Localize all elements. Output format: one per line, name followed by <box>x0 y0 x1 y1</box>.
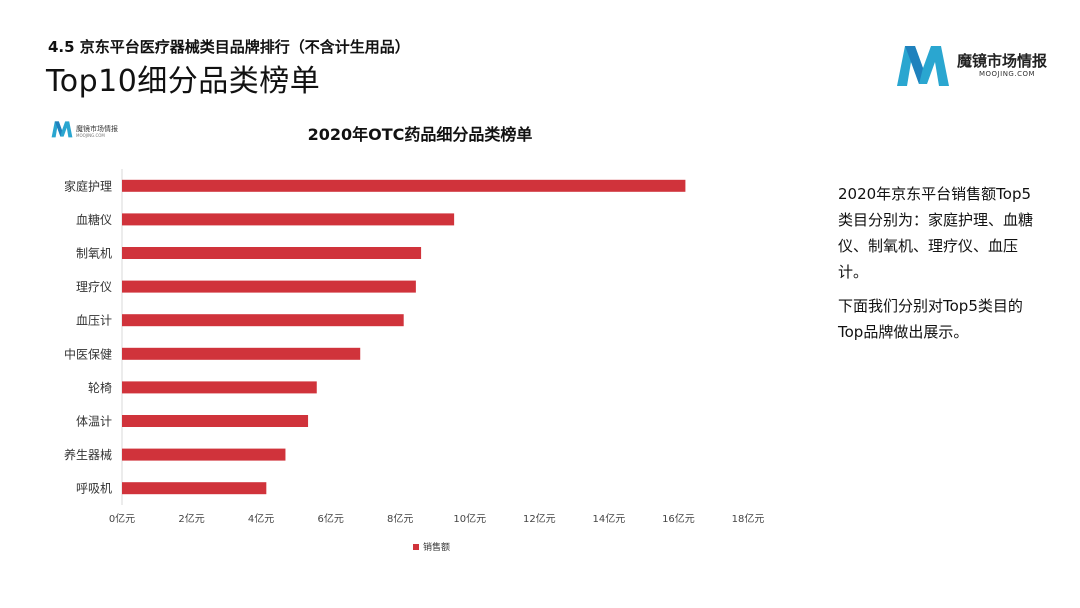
x-tick-label-1: 2亿元 <box>178 512 204 525</box>
x-tick-label-0: 0亿元 <box>109 512 135 525</box>
x-tick-label-7: 14亿元 <box>593 512 626 525</box>
bar-1 <box>122 179 686 192</box>
slide-title: Top10细分品类榜单 <box>46 64 321 99</box>
category-label-3: 制氧机 <box>76 247 112 261</box>
slide-subtitle: 4.5 京东平台医疗器械类目品牌排行（不含计生用品） <box>48 38 410 56</box>
logo-domain-text: MOOJING.COM <box>979 70 1036 78</box>
brand-logo: 魔镜市场情报 MOOJING.COM <box>893 40 1063 92</box>
x-tick-label-9: 18亿元 <box>732 512 765 525</box>
x-tick-label-5: 10亿元 <box>453 512 486 525</box>
x-tick-label-3: 6亿元 <box>317 512 343 525</box>
bar-5 <box>122 314 404 327</box>
category-label-8: 体温计 <box>76 415 112 429</box>
x-tick-label-8: 16亿元 <box>662 512 695 525</box>
chart-title: 2020年OTC药品细分品类榜单 <box>307 125 533 144</box>
chart-logo: 魔镜市场情报 MOOJING.COM <box>50 118 130 142</box>
side-paragraph-1: 2020年京东平台销售额Top5类目分别为：家庭护理、血糖仪、制氧机、理疗仪、血… <box>838 185 1034 281</box>
logo-m-icon-small <box>51 121 73 138</box>
bar-6 <box>122 347 361 360</box>
logo-brand-text: 魔镜市场情报 <box>957 52 1048 70</box>
x-tick-label-2: 4亿元 <box>248 512 274 525</box>
bar-10 <box>122 482 267 495</box>
logo-m-icon <box>897 46 949 86</box>
category-label-6: 中医保健 <box>64 346 112 361</box>
legend-swatch <box>413 544 419 550</box>
x-tick-label-6: 12亿元 <box>523 512 556 525</box>
bar-8 <box>122 415 309 427</box>
bar-4 <box>122 280 416 293</box>
chart-logo-domain: MOOJING.COM <box>76 133 105 138</box>
side-text: 2020年京东平台销售额Top5类目分别为：家庭护理、血糖仪、制氧机、理疗仪、血… <box>838 181 1038 353</box>
bar-3 <box>122 247 422 259</box>
category-label-4: 理疗仪 <box>76 280 112 294</box>
legend-label: 销售额 <box>423 541 450 553</box>
bar-2 <box>122 213 455 226</box>
side-paragraph-2: 下面我们分别对Top5类目的Top品牌做出展示。 <box>838 297 1023 341</box>
category-label-2: 血糖仪 <box>76 212 112 227</box>
category-label-5: 血压计 <box>76 314 112 328</box>
x-tick-label-4: 8亿元 <box>387 512 413 525</box>
chart-logo-brand: 魔镜市场情报 <box>76 125 118 133</box>
category-label-1: 家庭护理 <box>64 178 112 193</box>
category-label-10: 呼吸机 <box>76 482 112 496</box>
bar-7 <box>122 381 317 394</box>
category-label-7: 轮椅 <box>88 381 112 395</box>
category-label-9: 养生器械 <box>64 447 112 462</box>
bar-9 <box>122 448 286 461</box>
